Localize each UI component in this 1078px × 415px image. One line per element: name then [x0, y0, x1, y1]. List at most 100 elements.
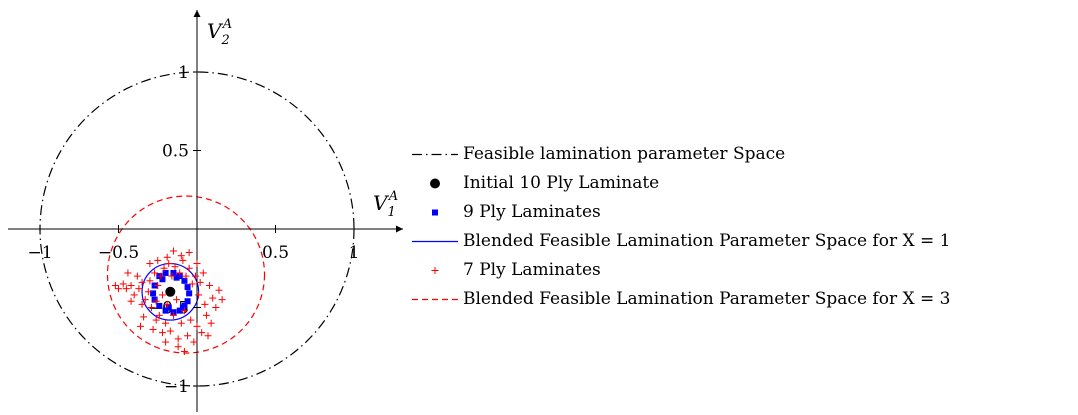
- series-2-square-point: [184, 298, 191, 305]
- series-4-plus-point: [206, 282, 214, 290]
- series-4-plus-point: [193, 260, 201, 268]
- series-2-square-point: [186, 290, 193, 297]
- series-4-plus-point: [193, 322, 201, 330]
- series-4-plus-point: [177, 319, 185, 327]
- legend-swatch: [431, 267, 439, 274]
- series-4-plus-point: [152, 297, 160, 305]
- legend-item: 7 Ply Laminates: [410, 256, 1078, 285]
- series-4-plus-point: [174, 343, 182, 351]
- legend-label: 7 Ply Laminates: [463, 260, 601, 280]
- axis-label-sup: A: [388, 189, 398, 204]
- series-4-plus-point: [191, 272, 199, 280]
- x-tick-label: −1: [27, 243, 52, 263]
- series-4-plus-point: [149, 325, 157, 333]
- series-circle-5: [106, 195, 266, 354]
- series-4-plus-point: [122, 285, 130, 293]
- axis-label-sup: A: [222, 17, 232, 32]
- series-4-plus-point: [163, 253, 171, 261]
- series-4-plus-point: [207, 319, 215, 327]
- x-axis-label: V1A: [373, 189, 398, 220]
- series-4-plus-point: [158, 329, 166, 337]
- series-4-plus-point: [169, 311, 177, 319]
- series-4-plus-point: [180, 347, 188, 355]
- series-4-plus-point: [187, 316, 195, 324]
- legend-item: Initial 10 Ply Laminate: [410, 169, 1078, 198]
- series-4-plus-point: [176, 269, 184, 277]
- series-2-square-point: [156, 302, 163, 309]
- series-4-plus-point: [177, 252, 185, 260]
- series-4-plus-point: [196, 278, 204, 286]
- series-4-plus-point: [212, 304, 220, 311]
- series-4-plus-point: [140, 313, 148, 321]
- series-4-plus-point: [133, 272, 141, 280]
- series-4-plus-point: [111, 282, 119, 290]
- series-4-plus-point: [185, 249, 193, 257]
- series-4-plus-point: [163, 300, 171, 308]
- legend-swatch: [412, 240, 458, 243]
- series-4-plus-point: [218, 296, 226, 304]
- series-2-square-point: [181, 277, 188, 284]
- axis-label-sub: 2: [220, 33, 229, 48]
- series-4-plus-point: [190, 338, 198, 346]
- legend-label: 9 Ply Laminates: [463, 202, 601, 222]
- series-2-square-point: [162, 269, 169, 276]
- y-axis-arrow: [193, 10, 201, 17]
- y-tick-label: 1: [178, 63, 189, 83]
- series-4-plus-point: [146, 260, 154, 268]
- series-4-plus-point: [152, 316, 160, 324]
- series-4-plus-point: [209, 294, 217, 302]
- series-4-plus-point: [182, 272, 190, 280]
- legend-label: Initial 10 Ply Laminate: [463, 173, 660, 193]
- legend-label: Feasible lamination parameter Space: [463, 144, 786, 164]
- series-4-plus-point: [147, 304, 155, 311]
- y-tick-label: 0.5: [162, 142, 189, 162]
- legend-swatch: [430, 178, 440, 189]
- series-4-plus-point: [130, 291, 138, 299]
- x-tick-label: 1: [349, 243, 360, 263]
- series-4-plus-point: [160, 264, 168, 272]
- x-tick-label: −0.5: [98, 243, 139, 263]
- series-4-plus-point: [180, 307, 188, 315]
- axis-label-sub: 1: [387, 205, 395, 220]
- series-2-square-point: [184, 284, 191, 291]
- series-4-plus-point: [119, 280, 127, 288]
- series-4-plus-point: [171, 263, 179, 271]
- series-4-plus-point: [138, 278, 146, 286]
- series-4-plus-point: [174, 335, 182, 343]
- series-4-plus-point: [144, 288, 152, 296]
- series-4-plus-point: [201, 300, 209, 308]
- series-4-plus-point: [173, 296, 181, 304]
- series-4-plus-point: [179, 256, 187, 264]
- series-4-plus-point: [215, 286, 223, 294]
- legend-item: Feasible lamination parameter Space: [410, 140, 1078, 169]
- y-tick-label: −1: [164, 377, 189, 397]
- chart-axes: [8, 10, 403, 412]
- series-4-plus-point: [141, 296, 149, 304]
- series-2-square-point: [176, 307, 183, 314]
- series-4-plus-point: [199, 269, 207, 277]
- legend-label: Blended Feasible Lamination Parameter Sp…: [463, 231, 951, 251]
- legend-swatch: [412, 298, 458, 301]
- series-4-plus-point: [157, 272, 165, 280]
- x-tick-label: 0.5: [262, 243, 289, 263]
- series-4-plus-point: [202, 311, 210, 319]
- series-4-plus-point: [154, 256, 162, 264]
- axis-label-base: V: [373, 191, 390, 215]
- series-4-plus-point: [151, 269, 159, 277]
- legend-item: 9 Ply Laminates: [410, 198, 1078, 227]
- legend-label: Blended Feasible Lamination Parameter Sp…: [463, 289, 951, 309]
- series-4-plus-point: [165, 260, 173, 268]
- series-2-square-point: [159, 276, 166, 283]
- series-2-square-point: [162, 307, 169, 314]
- x-axis-arrow: [396, 225, 403, 233]
- axis-label-base: V: [207, 19, 224, 43]
- series-2-square-point: [165, 304, 172, 311]
- series-4-plus-point: [198, 329, 206, 337]
- series-4-plus-point: [166, 327, 174, 335]
- series-4-plus-point: [124, 269, 132, 277]
- series-4-plus-point: [162, 319, 170, 327]
- series-4-plus-point: [146, 277, 154, 285]
- legend-item: Blended Feasible Lamination Parameter Sp…: [410, 227, 1078, 256]
